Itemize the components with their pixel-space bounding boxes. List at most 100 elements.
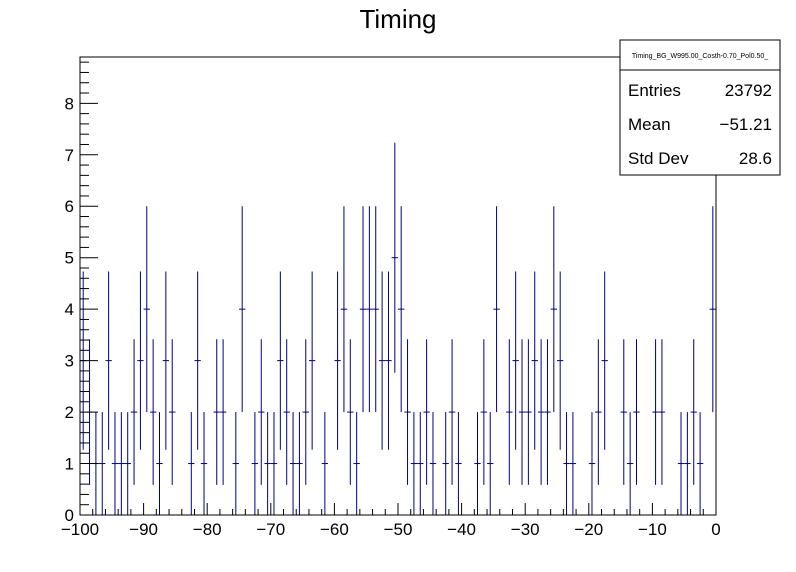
bin-marker (474, 412, 481, 515)
chart-title: Timing (359, 4, 436, 34)
bin-marker (658, 339, 666, 485)
bin-marker (563, 412, 570, 515)
bin-marker (506, 339, 513, 485)
bin-marker (633, 339, 640, 485)
bin-marker (385, 271, 392, 450)
bin-marker (372, 206, 379, 413)
stats-box-frame (619, 39, 781, 176)
bin-marker (302, 339, 309, 485)
bin-marker (347, 339, 354, 485)
bin-marker (277, 271, 284, 450)
bin-marker (487, 412, 494, 515)
bin-marker (601, 271, 608, 450)
stats-value-std-dev: 28.6 (739, 149, 772, 168)
x-tick-label: −50 (384, 520, 413, 539)
bin-marker (423, 339, 430, 485)
bin-marker (531, 271, 538, 450)
y-tick-label: 1 (65, 455, 74, 474)
bin-marker (595, 339, 602, 485)
y-tick-label: 2 (65, 403, 74, 422)
stats-label-std-dev: Std Dev (628, 149, 689, 168)
bin-marker (696, 412, 704, 515)
bin-marker (620, 339, 627, 485)
bin-marker (156, 412, 163, 515)
y-tick-label: 4 (65, 300, 74, 319)
bin-marker (130, 339, 138, 485)
bin-marker (118, 412, 125, 515)
bin-marker (270, 412, 278, 515)
bin-marker (213, 339, 220, 485)
bin-marker (296, 412, 303, 515)
y-tick-label: 3 (65, 352, 74, 371)
bin-marker (232, 412, 239, 515)
x-tick-label: −80 (193, 520, 222, 539)
bin-marker (169, 339, 176, 485)
bin-marker (709, 206, 716, 413)
bin-marker (544, 339, 551, 485)
bin-marker (194, 271, 201, 450)
bin-marker (334, 271, 341, 450)
histogram-bars (80, 142, 716, 515)
bin-marker (340, 206, 348, 413)
bin-marker (137, 271, 144, 450)
bin-marker (480, 339, 488, 485)
y-tick-label: 8 (65, 94, 74, 113)
bin-marker (200, 412, 208, 515)
bin-marker (143, 206, 150, 413)
x-tick-label: −20 (574, 520, 603, 539)
bin-marker (512, 271, 519, 450)
x-axis: −100 −90 −80 −70 −60 −50 −40 −30 −20 −10 0 (61, 503, 721, 539)
x-tick-label: −100 (61, 520, 99, 539)
bin-marker (442, 412, 449, 515)
bin-marker (626, 412, 634, 515)
bin-marker (410, 412, 418, 515)
bin-marker (353, 412, 360, 515)
x-tick-label: −60 (320, 520, 349, 539)
y-tick-label: 0 (65, 506, 74, 525)
bin-marker (308, 271, 316, 450)
bin-marker (417, 412, 424, 515)
stats-box-title: Timing_BG_W995.00_Costh-0.70_Pol0.50_ (632, 53, 768, 60)
bin-marker (455, 412, 462, 515)
x-tick-label: −30 (511, 520, 540, 539)
bin-marker (366, 206, 373, 413)
x-tick-label: −70 (256, 520, 285, 539)
bin-marker (239, 206, 246, 413)
bin-marker (537, 339, 545, 485)
bin-marker (188, 412, 195, 515)
bin-marker (149, 339, 157, 485)
stats-value-entries: 23792 (725, 81, 772, 100)
bin-marker (111, 412, 119, 515)
bin-marker (359, 206, 367, 413)
bin-marker (588, 412, 596, 515)
bin-marker (448, 339, 456, 485)
stats-label-mean: Mean (628, 115, 671, 134)
bin-marker (518, 339, 526, 485)
bin-marker (283, 339, 290, 485)
bin-marker (251, 412, 259, 515)
bin-marker (398, 206, 405, 413)
bin-marker (677, 412, 685, 515)
bin-marker (264, 412, 271, 515)
bin-marker (258, 339, 265, 485)
bin-marker (289, 412, 297, 515)
y-tick-label: 5 (65, 249, 74, 268)
y-axis: 0 1 2 3 4 5 6 7 8 (65, 61, 98, 525)
x-tick-label: −40 (447, 520, 476, 539)
bin-marker (525, 339, 532, 485)
bin-marker (124, 412, 131, 515)
stats-label-entries: Entries (628, 81, 681, 100)
bin-marker (321, 412, 329, 515)
x-tick-label: −90 (129, 520, 158, 539)
bin-marker (684, 412, 691, 515)
bin-marker (557, 271, 564, 450)
bin-marker (99, 412, 106, 515)
y-tick-label: 6 (65, 197, 74, 216)
stats-box: Timing_BG_W995.00_Costh-0.70_Pol0.50_ En… (619, 39, 781, 176)
y-tick-label: 7 (65, 146, 74, 165)
bin-marker (569, 412, 577, 515)
bin-marker (378, 271, 386, 450)
bin-marker (690, 339, 697, 485)
bin-marker (162, 271, 170, 450)
